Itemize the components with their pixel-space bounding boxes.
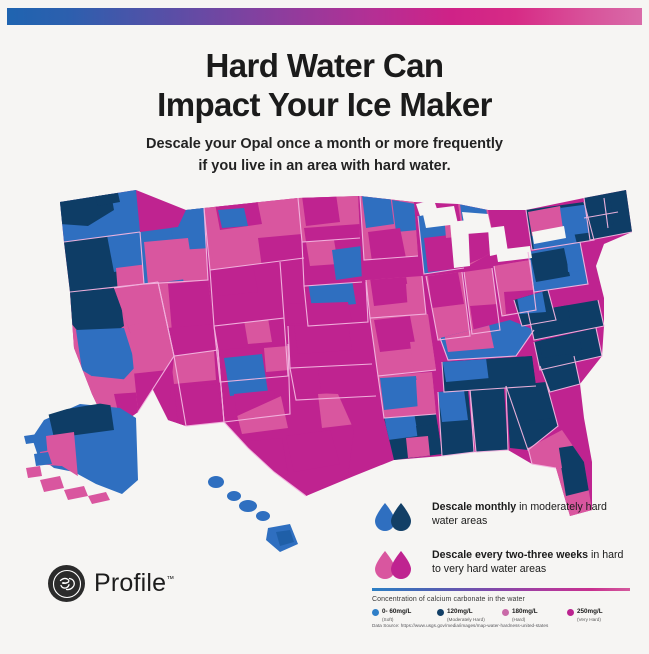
profile-wordmark: Profile™ xyxy=(94,569,174,598)
title-line-2: Impact Your Ice Maker xyxy=(157,86,492,123)
lake-michigan xyxy=(450,220,470,268)
scale-dot-hard xyxy=(502,609,509,616)
scale-dot-moderately-hard xyxy=(437,609,444,616)
lake-erie xyxy=(496,246,532,262)
map-landmass xyxy=(60,190,633,516)
scale-item-moderately-hard: 120mg/L (Moderately Hard) xyxy=(437,608,502,623)
trademark-symbol: ™ xyxy=(166,574,175,584)
scale-label-soft: 0- 60mg/L (Soft) xyxy=(382,608,411,623)
two-blue-water-drops-icon xyxy=(372,500,422,531)
scale-sub-soft: (Soft) xyxy=(382,617,394,622)
concentration-legend: Concentration of calcium carbonate in th… xyxy=(372,588,634,623)
scale-dot-very-hard xyxy=(567,609,574,616)
legend-row-moderate: Descale monthly in moderately hard water… xyxy=(372,500,634,531)
scale-sub-hard: (Hard) xyxy=(512,617,526,622)
two-pink-water-drops-icon xyxy=(372,548,422,579)
scale-value-moderately-hard: 120mg/L xyxy=(447,608,473,615)
scale-item-hard: 180mg/L (Hard) xyxy=(502,608,567,623)
subtitle-line-1: Descale your Opal once a month or more f… xyxy=(146,136,503,152)
descale-legend: Descale monthly in moderately hard water… xyxy=(372,500,634,596)
data-source-note: Data Source: https://www.usgs.gov/media/… xyxy=(372,623,549,628)
legend-bold-moderate: Descale monthly xyxy=(432,501,517,513)
scale-item-soft: 0- 60mg/L (Soft) xyxy=(372,608,437,623)
scale-sub-very-hard: (Very Hard) xyxy=(577,617,601,622)
lake-huron xyxy=(488,226,508,256)
scale-value-soft: 0- 60mg/L xyxy=(382,608,412,615)
legend-bold-hard: Descale every two-three weeks xyxy=(432,549,589,561)
lake-gap xyxy=(416,200,438,216)
scale-sub-moderately-hard: (Moderately Hard) xyxy=(447,617,485,622)
scale-dot-soft xyxy=(372,609,379,616)
scale-label-moderately-hard: 120mg/L (Moderately Hard) xyxy=(447,608,485,623)
lake-ontario xyxy=(532,226,566,244)
ge-profile-logo: Profile™ xyxy=(48,565,174,602)
us-water-hardness-map xyxy=(18,180,633,575)
lake-huron-north xyxy=(462,212,492,234)
scale-label-very-hard: 250mg/L (Very Hard) xyxy=(577,608,603,623)
title-line-1: Hard Water Can xyxy=(205,47,445,84)
scale-item-very-hard: 250mg/L (Very Hard) xyxy=(567,608,632,623)
page-subtitle: Descale your Opal once a month or more f… xyxy=(0,133,649,177)
hawaii-region xyxy=(208,476,298,552)
legend-text-moderate: Descale monthly in moderately hard water… xyxy=(432,500,634,528)
legend-rest-moderate: in moderately hard water areas xyxy=(432,501,607,527)
legend-row-hard: Descale every two-three weeks in hard to… xyxy=(372,548,634,579)
scale-value-very-hard: 250mg/L xyxy=(577,608,603,615)
page-title: Hard Water Can Impact Your Ice Maker xyxy=(0,46,649,124)
state-borders xyxy=(63,195,633,497)
concentration-caption: Concentration of calcium carbonate in th… xyxy=(372,596,525,603)
ge-monogram-icon xyxy=(48,565,85,602)
gradient-bar xyxy=(7,8,642,25)
subtitle-line-2: if you live in an area with hard water. xyxy=(198,158,451,174)
alaska-region xyxy=(24,402,138,504)
legend-text-hard: Descale every two-three weeks in hard to… xyxy=(432,548,634,576)
concentration-items: 0- 60mg/L (Soft) 120mg/L (Moderately Har… xyxy=(372,608,634,623)
concentration-gradient-bar xyxy=(372,588,630,591)
scale-value-hard: 180mg/L xyxy=(512,608,538,615)
profile-wordmark-text: Profile xyxy=(94,569,167,597)
scale-label-hard: 180mg/L (Hard) xyxy=(512,608,538,623)
legend-rest-hard: in hard to very hard water areas xyxy=(432,549,624,575)
